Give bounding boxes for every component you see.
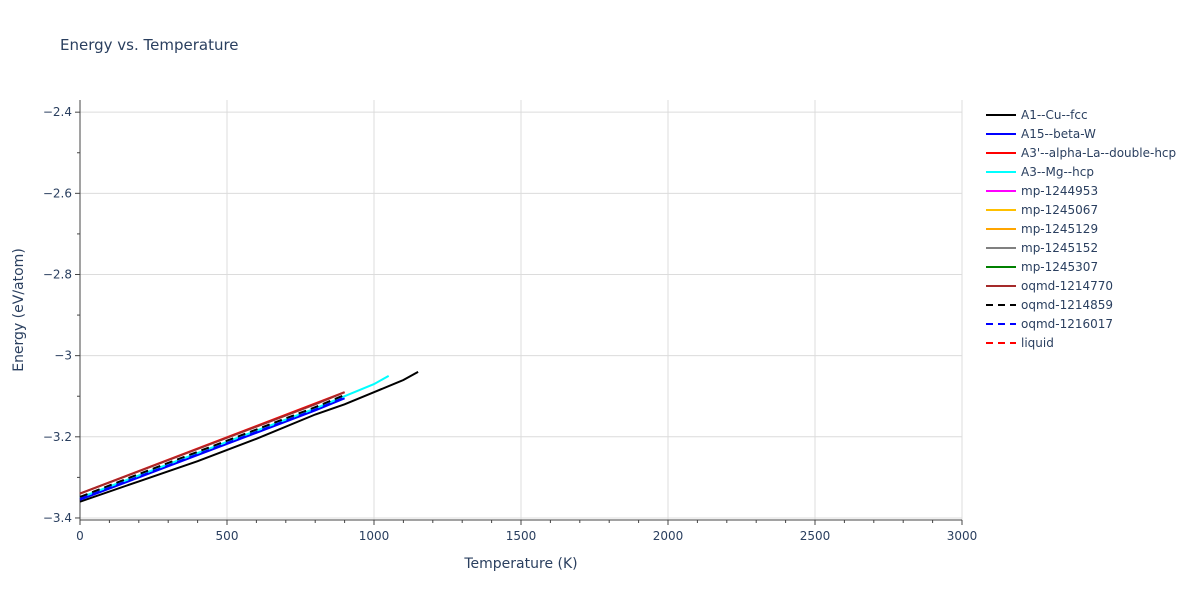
x-tick-label: 1000 bbox=[359, 529, 390, 543]
axes: 0 500 1000 1500 2000 2500 3000 −3.4 −3.2 −3 −2.8 −2… bbox=[43, 100, 977, 543]
series-line-oqmd-1216017 bbox=[79, 396, 345, 500]
y-axis-title: Energy (eV/atom) bbox=[11, 248, 27, 372]
series-line-oqmd-1214859 bbox=[79, 394, 345, 498]
series-line-oqmd-1214770 bbox=[79, 391, 345, 495]
legend-item-label: mp-1244953 bbox=[1021, 184, 1098, 198]
x-tick-label: 500 bbox=[216, 529, 239, 543]
legend-item-label: A3'--alpha-La--double-hcp bbox=[1021, 146, 1176, 160]
legend-item-label: mp-1245307 bbox=[1021, 260, 1098, 274]
chart-title: Energy vs. Temperature bbox=[60, 36, 239, 54]
x-tick-label: 3000 bbox=[947, 529, 978, 543]
y-tick-label: −3.4 bbox=[43, 511, 72, 525]
legend-item-label: liquid bbox=[1021, 336, 1054, 350]
legend-item-label: A1--Cu--fcc bbox=[1021, 108, 1088, 122]
y-tick-label: −2.6 bbox=[43, 186, 72, 200]
legend-item-label: A3--Mg--hcp bbox=[1021, 165, 1094, 179]
x-tick-label: 2500 bbox=[800, 529, 831, 543]
legend-item-label: oqmd-1214859 bbox=[1021, 298, 1113, 312]
x-tick-label: 1500 bbox=[506, 529, 537, 543]
y-tick-label: −3.2 bbox=[43, 430, 72, 444]
legend-item-label: oqmd-1214770 bbox=[1021, 279, 1113, 293]
legend-item-label: mp-1245129 bbox=[1021, 222, 1098, 236]
y-tick-label: −2.8 bbox=[43, 267, 72, 281]
legend-item-label: mp-1245152 bbox=[1021, 241, 1098, 255]
y-tick-label: −2.4 bbox=[43, 105, 72, 119]
series-line-A1--Cu--fcc bbox=[79, 371, 419, 503]
legend-item-label: oqmd-1216017 bbox=[1021, 317, 1113, 331]
legend: A1--Cu--fcc A15--beta-W A3'--alpha-La--dou… bbox=[986, 108, 1176, 350]
legend-item-label: A15--beta-W bbox=[1021, 127, 1096, 141]
series-lines bbox=[79, 371, 419, 503]
x-tick-label: 2000 bbox=[653, 529, 684, 543]
legend-item-label: mp-1245067 bbox=[1021, 203, 1098, 217]
x-axis-title: Temperature (K) bbox=[463, 556, 577, 572]
grid-lines bbox=[80, 100, 963, 520]
series-line-A3--Mg--hcp bbox=[79, 375, 390, 499]
x-tick-label: 0 bbox=[76, 529, 84, 543]
y-tick-label: −3 bbox=[54, 349, 72, 363]
